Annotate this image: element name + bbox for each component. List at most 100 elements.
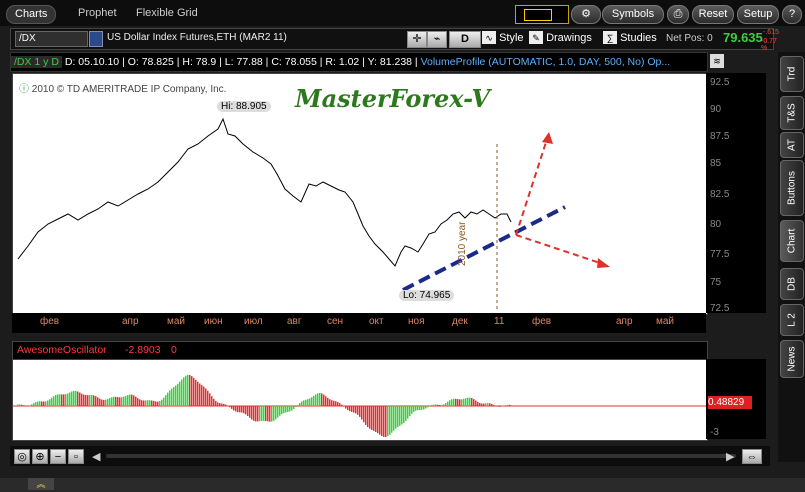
wrench-button[interactable]: ⚙ bbox=[571, 5, 601, 24]
oscillator-bar bbox=[19, 404, 21, 406]
print-button[interactable]: ⎙ bbox=[667, 5, 689, 24]
x-tick: ноя bbox=[408, 316, 425, 327]
oscillator-chart[interactable] bbox=[12, 359, 708, 441]
oscillator-bar bbox=[459, 399, 461, 406]
drawings-button[interactable]: ✎ Drawings bbox=[529, 31, 601, 46]
aggregation-button[interactable]: D bbox=[449, 31, 481, 48]
sidebar-tab-l2[interactable]: L 2 bbox=[780, 304, 804, 336]
oscillator-bar bbox=[445, 403, 447, 406]
zoom-out-icon[interactable]: − bbox=[50, 449, 66, 464]
oscillator-bar bbox=[437, 404, 439, 406]
oscillator-bar bbox=[59, 394, 61, 406]
symbols-button[interactable]: Symbols bbox=[602, 5, 664, 24]
oscillator-bar bbox=[313, 395, 315, 406]
up-arrow-head bbox=[542, 132, 553, 144]
price-axis[interactable]: 92.5 90 87.5 85 82.5 80 77.5 75 72.5 bbox=[706, 73, 766, 314]
oscillator-bar bbox=[341, 404, 343, 406]
more-studies-label[interactable]: Op... bbox=[647, 56, 671, 68]
expand-icon[interactable]: ⇔ bbox=[742, 449, 762, 464]
sidebar-tab-at[interactable]: AT bbox=[780, 132, 804, 158]
sidebar-tab-news[interactable]: News bbox=[780, 340, 804, 378]
oscillator-bar bbox=[311, 397, 313, 406]
oscillator-bar bbox=[379, 406, 381, 435]
oscillator-bar bbox=[303, 400, 305, 406]
scroll-left-icon[interactable]: ◀ bbox=[92, 451, 101, 463]
oscillator-bar bbox=[421, 406, 423, 410]
reset-button[interactable]: Reset bbox=[692, 5, 734, 24]
oscillator-zero: 0 bbox=[171, 344, 177, 356]
status-strip: ︽ bbox=[0, 478, 805, 492]
x-tick: апр bbox=[122, 316, 139, 327]
oscillator-bar bbox=[97, 397, 99, 406]
oscillator-bar bbox=[367, 406, 369, 428]
volume-profile-label[interactable]: VolumeProfile (AUTOMATIC, 1.0, DAY, 500,… bbox=[420, 56, 645, 68]
scroll-right-icon[interactable]: ▶ bbox=[726, 451, 735, 463]
oscillator-bar bbox=[137, 398, 139, 406]
studies-button[interactable]: ∑ Studies bbox=[603, 31, 663, 46]
chart-period-tag[interactable]: /DX 1 y D bbox=[11, 56, 62, 68]
top-tab-bar: Charts Prophet Flexible Grid ⚙ Symbols ⎙… bbox=[0, 0, 805, 26]
oscillator-bar bbox=[217, 402, 219, 406]
sidebar-tab-buttons[interactable]: Buttons bbox=[780, 160, 804, 216]
oscillator-name[interactable]: AwesomeOscillator bbox=[17, 344, 107, 356]
oscillator-bar bbox=[463, 398, 465, 406]
oscillator-bar bbox=[409, 406, 411, 417]
oscillator-bar bbox=[221, 403, 223, 406]
oscillator-bar bbox=[419, 406, 421, 410]
oscillator-bar bbox=[267, 406, 269, 422]
oscillator-bar bbox=[287, 406, 289, 413]
studies-label: Studies bbox=[620, 32, 657, 44]
sidebar-tab-chart[interactable]: Chart bbox=[780, 220, 804, 262]
chart-settings-icon[interactable]: ≋ bbox=[710, 54, 724, 68]
oscillator-bar bbox=[319, 392, 321, 406]
zoom-reset-icon[interactable]: ◎ bbox=[14, 449, 30, 464]
tab-prophet[interactable]: Prophet bbox=[78, 7, 117, 19]
style-button[interactable]: ∿ Style bbox=[482, 31, 526, 46]
oscillator-bar bbox=[251, 406, 253, 420]
oscillator-bar bbox=[157, 401, 159, 406]
price-chart[interactable]: ⓘ 2010 © TD AMERITRADE IP Company, Inc. … bbox=[12, 73, 708, 315]
help-button[interactable]: ? bbox=[782, 5, 802, 24]
time-scrollbar[interactable] bbox=[106, 454, 736, 458]
time-axis[interactable]: фев апр май июн июл авг сен окт ноя дек … bbox=[12, 313, 706, 333]
y-tick: 85 bbox=[710, 158, 722, 169]
oscillator-bar bbox=[129, 394, 131, 406]
oscillator-bar bbox=[169, 390, 171, 406]
symbol-input[interactable]: /DX bbox=[15, 31, 88, 47]
sidebar-tab-tns[interactable]: T&S bbox=[780, 96, 804, 130]
link-color-box[interactable] bbox=[515, 5, 569, 24]
tab-flexible-grid[interactable]: Flexible Grid bbox=[136, 7, 198, 19]
oscillator-bar bbox=[427, 406, 429, 408]
sidebar-tab-trd[interactable]: Trd bbox=[780, 56, 804, 92]
oscillator-bar bbox=[483, 403, 485, 406]
setup-button[interactable]: Setup bbox=[737, 5, 779, 24]
pan-icon[interactable]: ▫ bbox=[68, 449, 84, 464]
oscillator-bar bbox=[357, 406, 359, 415]
oscillator-bar bbox=[153, 400, 155, 406]
oscillator-bar bbox=[145, 400, 147, 406]
up-arrow-line bbox=[515, 135, 549, 236]
expand-panel-icon[interactable]: ︽ bbox=[28, 478, 54, 490]
oscillator-bar bbox=[37, 401, 39, 406]
symbol-lookup-icon[interactable] bbox=[89, 31, 103, 47]
sidebar-tab-db[interactable]: DB bbox=[780, 268, 804, 300]
oscillator-bar bbox=[177, 383, 179, 406]
y-tick: 72.5 bbox=[710, 303, 730, 314]
crosshair-tool-icon[interactable]: ✛ bbox=[407, 31, 427, 48]
pencil-icon: ✎ bbox=[529, 31, 543, 44]
oscillator-bar bbox=[125, 395, 127, 406]
oscillator-bar bbox=[47, 400, 49, 406]
oscillator-bar bbox=[139, 399, 141, 406]
oscillator-bar bbox=[247, 406, 249, 416]
oscillator-bar bbox=[185, 375, 187, 406]
oscillator-bar bbox=[371, 406, 373, 430]
oscillator-bar bbox=[215, 400, 217, 406]
price-line bbox=[17, 117, 512, 267]
zoom-in-icon[interactable]: ⊕ bbox=[32, 449, 48, 464]
oscillator-bar bbox=[219, 403, 221, 406]
x-tick: июл bbox=[244, 316, 263, 327]
oscillator-bar bbox=[347, 406, 349, 411]
link-tool-icon[interactable]: ⌁ bbox=[427, 31, 447, 48]
tab-charts[interactable]: Charts bbox=[6, 5, 57, 24]
oscillator-bar bbox=[199, 383, 201, 406]
